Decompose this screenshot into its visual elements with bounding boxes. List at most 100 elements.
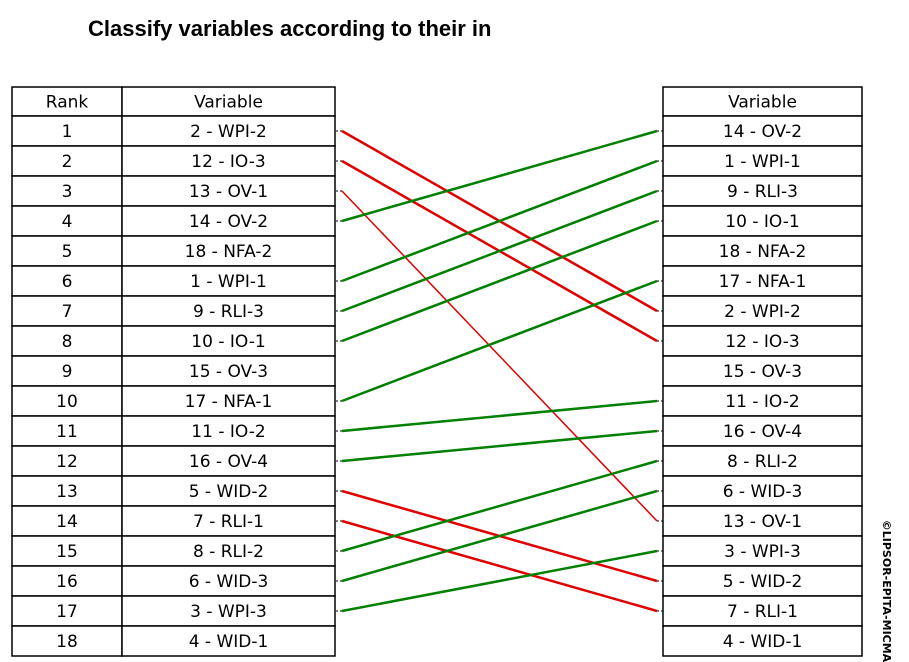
cell [11, 325, 123, 357]
rank-cell: 7 [62, 302, 73, 322]
rank-change-line [341, 159, 658, 283]
cell [662, 385, 863, 417]
variable-cell: 17 - NFA-1 [719, 272, 807, 292]
cell [662, 175, 863, 207]
cell [662, 445, 863, 477]
variable-cell: 13 - OV-1 [723, 512, 802, 532]
cell [11, 385, 123, 417]
variable-cell: 3 - WPI-3 [190, 602, 267, 622]
variable-cell: 9 - RLI-3 [727, 182, 798, 202]
rank-cell: 15 [56, 542, 78, 562]
cell [121, 115, 336, 147]
cell [11, 355, 123, 387]
watermark: ©LIPSOR-EPITA-MICMAC [880, 520, 893, 662]
rank-cell: 5 [62, 242, 73, 262]
variable-cell: 4 - WID-1 [189, 632, 269, 652]
variable-cell: 18 - NFA-2 [719, 242, 807, 262]
rank-cell: 12 [56, 452, 78, 472]
cell [11, 415, 123, 447]
cell [662, 235, 863, 267]
rank-cell: 6 [62, 272, 73, 292]
variable-cell: 11 - IO-2 [191, 422, 265, 442]
variable-cell: 6 - WID-3 [189, 572, 269, 592]
rank-cell: 4 [62, 212, 73, 232]
rank-cell: 3 [62, 182, 73, 202]
rank-cell: 11 [56, 422, 78, 442]
cell [662, 535, 863, 567]
cell [662, 565, 863, 597]
variable-cell: 14 - OV-2 [723, 122, 802, 142]
rank-cell: 13 [56, 482, 78, 502]
cell [121, 625, 336, 657]
variable-cell: 18 - NFA-2 [185, 242, 273, 262]
cell [121, 415, 336, 447]
variable-cell: 10 - IO-1 [725, 212, 799, 232]
variable-cell: 1 - WPI-1 [190, 272, 267, 292]
cell [11, 505, 123, 537]
rank-change-line [341, 219, 658, 343]
rank-change-line [341, 459, 658, 553]
cell [121, 505, 336, 537]
cell [121, 325, 336, 357]
rank-cell: 18 [56, 632, 78, 652]
rank-change-line [341, 519, 658, 613]
cell [121, 145, 336, 177]
rank-cell: 2 [62, 152, 73, 172]
cell [121, 86, 336, 117]
variable-cell: 6 - WID-3 [723, 482, 803, 502]
variable-cell: 14 - OV-2 [189, 212, 268, 232]
variable-cell: 8 - RLI-2 [727, 452, 798, 472]
cell [662, 475, 863, 507]
cell [121, 385, 336, 417]
header-cell: Rank [46, 93, 89, 113]
variable-cell: 12 - IO-3 [725, 332, 799, 352]
rank-change-line [341, 279, 658, 403]
cell [11, 625, 123, 657]
rank-change-line [341, 399, 658, 433]
variable-cell: 5 - WID-2 [189, 482, 269, 502]
rank-cell: 10 [56, 392, 78, 412]
variable-cell: 1 - WPI-1 [724, 152, 801, 172]
variable-cell: 8 - RLI-2 [193, 542, 264, 562]
cell [121, 235, 336, 267]
rank-change-line [341, 429, 658, 463]
variable-cell: 4 - WID-1 [723, 632, 803, 652]
rank-change-line [341, 549, 658, 613]
header-cell: Variable [728, 93, 797, 113]
rank-cell: 8 [62, 332, 73, 352]
variable-cell: 7 - RLI-1 [193, 512, 264, 532]
variable-cell: 7 - RLI-1 [727, 602, 798, 622]
cell [121, 355, 336, 387]
variable-cell: 12 - IO-3 [191, 152, 265, 172]
cell [662, 295, 863, 327]
rank-cell: 9 [62, 362, 73, 382]
variable-cell: 13 - OV-1 [189, 182, 268, 202]
cell [11, 86, 123, 117]
cell [121, 445, 336, 477]
variable-cell: 2 - WPI-2 [724, 302, 801, 322]
variable-cell: 3 - WPI-3 [724, 542, 801, 562]
variable-cell: 15 - OV-3 [723, 362, 802, 382]
variable-cell: 11 - IO-2 [725, 392, 799, 412]
cell [662, 265, 863, 297]
variable-cell: 10 - IO-1 [191, 332, 265, 352]
rank-cell: 14 [56, 512, 78, 532]
cell [662, 625, 863, 657]
title: Classify variables according to their in [88, 16, 491, 41]
rank-cell: 16 [56, 572, 78, 592]
header-cell: Variable [194, 93, 263, 113]
cell [662, 205, 863, 237]
variable-cell: 17 - NFA-1 [185, 392, 273, 412]
variable-cell: 15 - OV-3 [189, 362, 268, 382]
cell [121, 475, 336, 507]
cell [121, 295, 336, 327]
rank-change-line [341, 489, 658, 583]
cell [662, 355, 863, 387]
cell [662, 86, 863, 117]
cell [11, 475, 123, 507]
cell [121, 205, 336, 237]
cell [11, 535, 123, 567]
rank-change-line [341, 190, 658, 522]
rank-change-line [341, 129, 658, 223]
